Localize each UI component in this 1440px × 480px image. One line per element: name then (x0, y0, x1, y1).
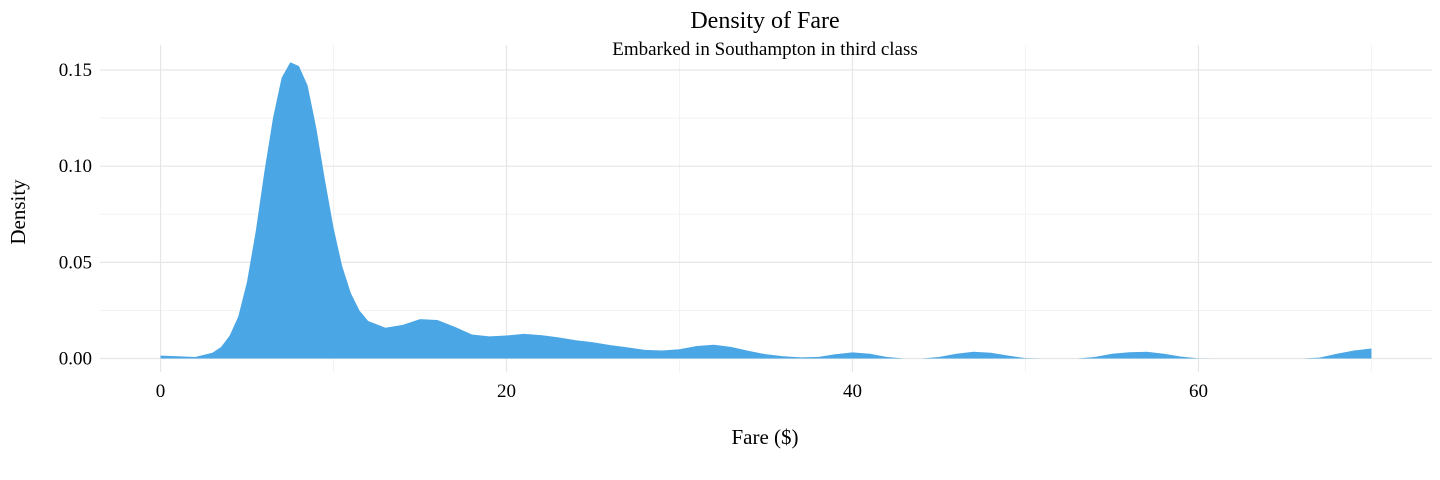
chart-title: Density of Fare (690, 8, 839, 34)
y-tick-label: 0.05 (59, 252, 92, 273)
x-tick-label: 0 (156, 381, 166, 402)
y-axis-ticks: 0.00 0.05 0.10 0.15 (59, 60, 92, 370)
x-tick-label: 60 (1189, 381, 1208, 402)
y-tick-label: 0.00 (59, 349, 92, 370)
chart-subtitle: Embarked in Southampton in third class (612, 39, 918, 60)
x-axis-title: Fare ($) (731, 425, 798, 449)
x-axis-ticks: 0 20 40 60 (156, 381, 1208, 402)
density-area (160, 62, 1372, 359)
y-tick-label: 0.15 (59, 60, 92, 81)
x-tick-label: 20 (497, 381, 516, 402)
x-tick-label: 40 (843, 381, 862, 402)
y-tick-label: 0.10 (59, 156, 92, 177)
y-axis-title: Density (6, 179, 30, 245)
